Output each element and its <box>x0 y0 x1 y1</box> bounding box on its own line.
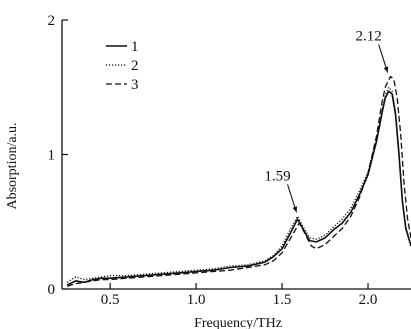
x-tick-label: 1.5 <box>273 292 292 308</box>
series-line-2 <box>66 86 411 283</box>
y-tick-label: 0 <box>48 282 56 298</box>
peak-arrowhead-2 <box>383 66 389 73</box>
axes: 0 1 2 0.5 1.0 1.5 2.0 <box>48 13 411 308</box>
x-tick-label: 1.0 <box>187 292 206 308</box>
series-line-3 <box>67 75 411 287</box>
y-tick-label: 2 <box>48 13 56 29</box>
x-tick-label: 0.5 <box>101 292 120 308</box>
x-axis-label: Frequency/THz <box>194 316 282 329</box>
peak-label-1: 1.59 <box>264 168 290 184</box>
annotations: 1.59 2.12 <box>264 28 389 213</box>
y-tick-label: 1 <box>48 148 56 164</box>
y-axis-label: Absorption/a.u. <box>5 122 20 209</box>
legend-label-2: 2 <box>131 58 139 74</box>
x-tick-label: 2.0 <box>359 292 378 308</box>
legend-label-1: 1 <box>131 39 139 55</box>
series-group <box>66 75 411 287</box>
peak-label-2: 2.12 <box>356 28 382 44</box>
legend: 1 2 3 <box>106 39 139 93</box>
series-line-1 <box>66 90 411 286</box>
legend-label-3: 3 <box>131 77 139 93</box>
peak-arrowhead-1 <box>292 206 298 213</box>
